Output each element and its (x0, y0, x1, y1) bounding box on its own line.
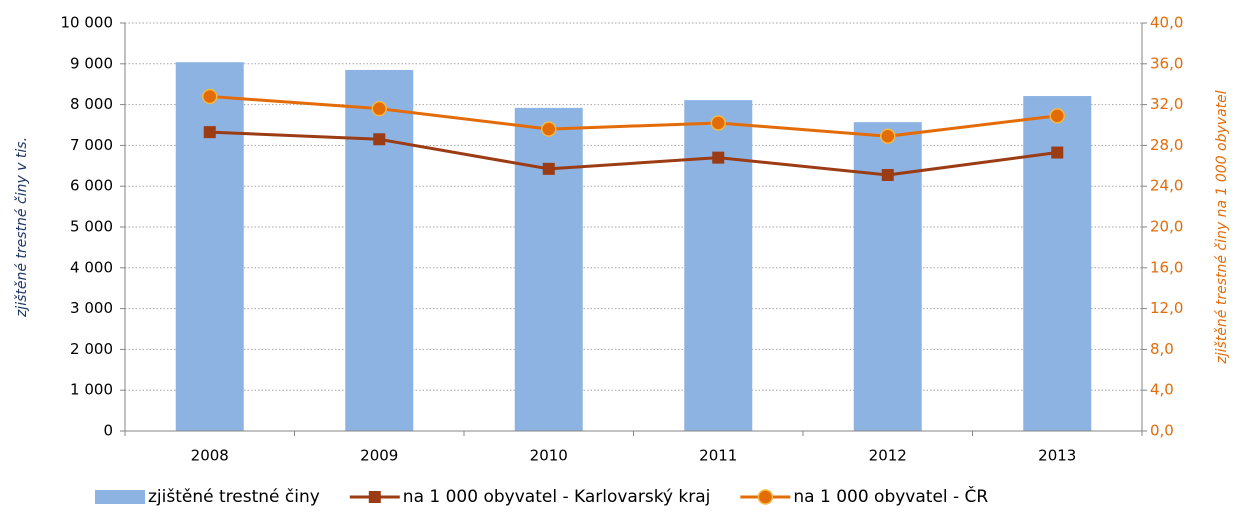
y2-tick-label: 24,0 (1150, 177, 1183, 195)
y2-tick-label: 0,0 (1150, 422, 1174, 440)
y-tick-label: 5 000 (70, 218, 113, 236)
y2-axis-label: zjištěné trestné činy na 1 000 obyvatel (1214, 90, 1230, 364)
y-tick-label: 10 000 (61, 14, 114, 32)
marker (203, 126, 216, 139)
marker (202, 88, 218, 105)
line (209, 130, 1058, 177)
y2-tick-label: 40,0 (1150, 14, 1183, 32)
legend-swatch (95, 490, 145, 504)
y-tick-label: 7 000 (70, 136, 113, 154)
y-tick-label: 1 000 (70, 381, 113, 399)
bar (514, 107, 583, 431)
y2-tick-label: 36,0 (1150, 54, 1183, 72)
y-tick-label: 0 (103, 422, 113, 440)
marker (541, 121, 557, 137)
bar (175, 62, 244, 431)
y2-tick-label: 12,0 (1150, 299, 1183, 317)
y2-tick-label: 20,0 (1150, 218, 1183, 236)
y2-tick-label: 8,0 (1150, 340, 1174, 358)
x-tick-label: 2013 (1038, 447, 1076, 465)
y2-tick-label: 28,0 (1150, 136, 1183, 154)
marker (710, 115, 726, 131)
legend-marker (368, 491, 381, 503)
legend-marker (757, 489, 774, 505)
marker (371, 100, 387, 117)
x-tick-label: 2010 (530, 447, 568, 465)
bar (684, 100, 753, 431)
marker (881, 168, 894, 181)
y-tick-label: 9 000 (70, 54, 113, 72)
y2-tick-label: 32,0 (1150, 95, 1183, 113)
marker (880, 128, 896, 144)
x-tick-label: 2012 (869, 447, 907, 465)
legend-label: na 1 000 obyvatel - Karlovarský kraj (403, 487, 711, 507)
marker (1049, 108, 1065, 124)
y2-tick-label: 16,0 (1150, 258, 1183, 276)
y-tick-label: 3 000 (70, 299, 113, 317)
y-tick-label: 2 000 (70, 340, 113, 358)
y-tick-label: 8 000 (70, 95, 113, 113)
y2-tick-label: 4,0 (1150, 381, 1174, 399)
bar (853, 122, 922, 432)
bar (1023, 96, 1092, 432)
marker (1051, 146, 1064, 159)
y-tick-label: 4 000 (70, 258, 113, 276)
x-tick-label: 2009 (360, 447, 398, 465)
line (209, 94, 1058, 138)
legend-label: zjištěné trestné činy (148, 487, 320, 507)
marker (542, 162, 555, 175)
x-tick-label: 2011 (699, 447, 737, 465)
y-axis-label: zjištěné trestné činy v tis. (14, 137, 30, 318)
marker (712, 151, 725, 164)
legend-label: na 1 000 obyvatel - ČR (793, 485, 988, 507)
y-tick-label: 6 000 (70, 177, 113, 195)
x-tick-label: 2008 (191, 447, 229, 465)
bar (345, 69, 414, 432)
marker (373, 133, 386, 146)
